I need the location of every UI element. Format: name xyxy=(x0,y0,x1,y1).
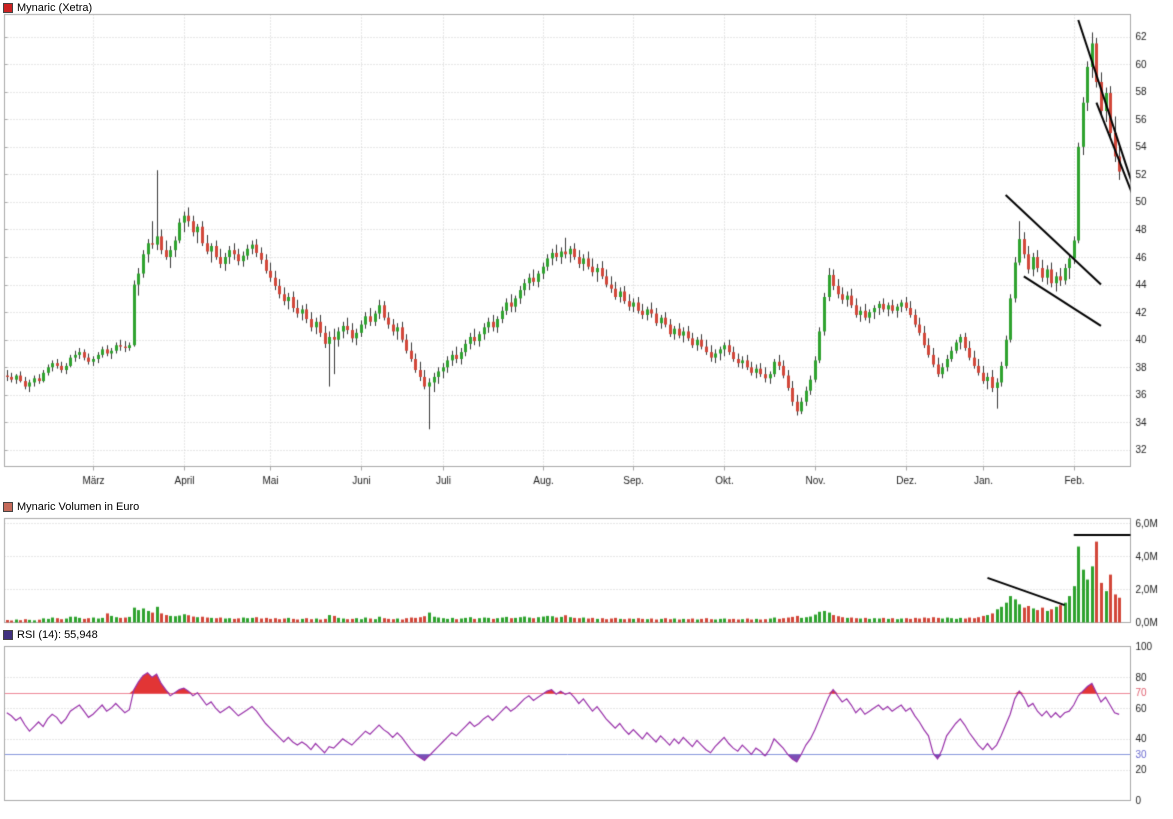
volume-panel-header: Mynaric Volumen in Euro xyxy=(3,500,139,513)
rsi-panel-header: RSI (14): 55,948 xyxy=(3,628,98,641)
volume-legend-label: Mynaric Volumen in Euro xyxy=(17,500,140,513)
rsi-legend-swatch xyxy=(3,629,13,640)
price-legend-swatch xyxy=(3,2,13,13)
price-legend-label: Mynaric (Xetra) xyxy=(17,1,93,14)
rsi-legend-label: RSI (14): 55,948 xyxy=(17,628,98,641)
price-panel-header: Mynaric (Xetra) xyxy=(3,1,92,14)
volume-legend-swatch xyxy=(3,501,13,512)
